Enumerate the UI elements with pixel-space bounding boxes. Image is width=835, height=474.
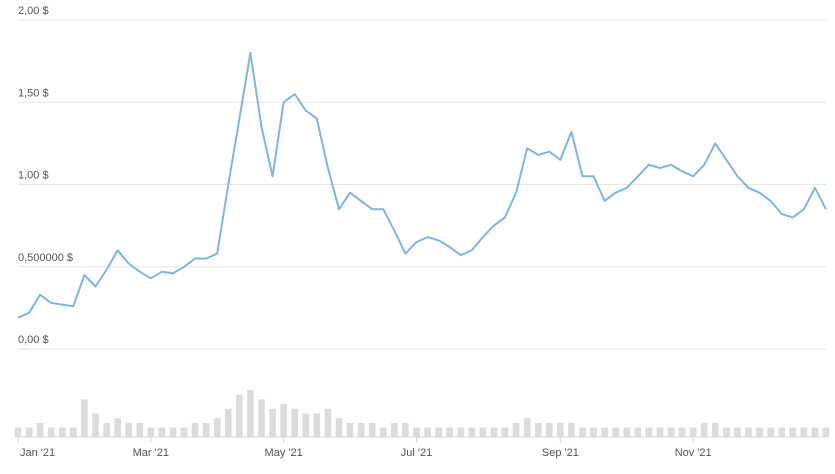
y-tick-label: 2,00 $ — [18, 5, 49, 17]
x-tick-label: Jan '21 — [20, 447, 55, 459]
price-line — [17, 51, 827, 319]
volume-bar — [236, 394, 243, 437]
volume-bar — [822, 427, 830, 437]
volume-bar — [579, 427, 586, 437]
volume-bar — [457, 427, 465, 437]
volume-bar — [379, 427, 387, 437]
volume-bar — [700, 422, 708, 437]
volume-bar — [723, 427, 730, 437]
volume-bar — [745, 427, 752, 437]
volume-bar — [689, 427, 697, 437]
volume-bar — [623, 427, 631, 437]
volume-bar — [711, 422, 719, 437]
volume-bar — [501, 427, 509, 437]
volume-bar — [346, 422, 354, 437]
volume-bar — [734, 427, 741, 437]
volume-bar — [36, 422, 44, 437]
volume-bar — [645, 427, 653, 437]
volume-bar — [324, 408, 332, 437]
volume-bar — [601, 427, 608, 437]
y-tick-label: 1,00 $ — [18, 170, 49, 182]
volume-bar — [81, 399, 88, 437]
volume-bar — [247, 390, 254, 437]
volume-bar — [568, 422, 575, 437]
volume-bar — [70, 427, 77, 437]
volume-bar — [202, 422, 210, 437]
volume-bar — [47, 427, 55, 437]
volume-bar — [534, 422, 542, 437]
volume-bar — [557, 422, 564, 437]
volume-bar — [136, 422, 144, 437]
volume-bar — [191, 422, 199, 437]
volume-bar — [58, 427, 66, 437]
volume-bar — [114, 418, 121, 437]
volume-bar — [656, 427, 664, 437]
volume-bar — [25, 427, 33, 437]
y-tick-label: 0,500000 $ — [18, 252, 73, 264]
volume-bar — [213, 418, 221, 437]
volume-bar — [302, 413, 310, 437]
volume-bar — [468, 427, 476, 437]
volume-bar — [512, 422, 520, 437]
volume-bar — [147, 427, 155, 437]
volume-bar — [424, 427, 431, 437]
volume-bar — [612, 427, 620, 437]
volume-bar — [180, 427, 188, 437]
volume-bar — [479, 427, 487, 437]
volume-bar — [756, 427, 763, 437]
volume-bar — [490, 427, 498, 437]
x-tick-label: Jul '21 — [401, 447, 432, 459]
volume-bar — [667, 427, 675, 437]
volume-bar — [269, 408, 276, 437]
volume-bar — [590, 427, 597, 437]
volume-bar — [402, 422, 409, 437]
volume-bar — [158, 427, 166, 437]
y-tick-label: 1,50 $ — [18, 87, 49, 99]
x-tick-label: May '21 — [265, 447, 303, 459]
volume-bar — [125, 422, 133, 437]
volume-bar — [789, 427, 797, 437]
volume-bar — [169, 427, 177, 437]
x-tick-label: Nov '21 — [675, 447, 712, 459]
volume-bar — [368, 422, 376, 437]
y-tick-label: 0,00 $ — [18, 334, 49, 346]
volume-bar — [335, 418, 343, 437]
volume-bar — [800, 427, 808, 437]
volume-bar — [14, 427, 22, 437]
volume-bar — [413, 427, 420, 437]
volume-bar — [313, 413, 321, 437]
volume-bar — [435, 427, 442, 437]
volume-bar — [767, 427, 774, 437]
volume-bar — [778, 427, 786, 437]
volume-bar — [258, 399, 265, 437]
volume-bar — [391, 422, 398, 437]
volume-bar — [280, 404, 287, 437]
volume-bar — [224, 408, 232, 437]
volume-bar — [523, 418, 531, 437]
volume-bar — [634, 427, 642, 437]
volume-bar — [678, 427, 686, 437]
x-tick-label: Mar '21 — [133, 447, 169, 459]
volume-bar — [545, 422, 553, 437]
volume-bar — [811, 427, 819, 437]
volume-bar — [446, 427, 453, 437]
x-tick-label: Sep '21 — [542, 447, 579, 459]
volume-bar — [357, 422, 365, 437]
volume-bar — [103, 422, 110, 437]
volume-bar — [92, 413, 99, 437]
volume-bar — [291, 408, 299, 437]
